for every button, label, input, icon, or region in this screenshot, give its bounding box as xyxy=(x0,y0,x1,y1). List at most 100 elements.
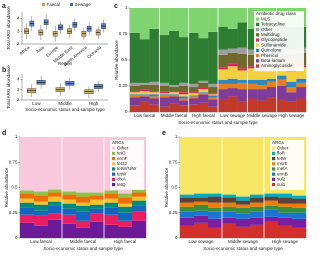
legend-swatch xyxy=(42,3,45,6)
bar-segment xyxy=(247,49,258,55)
bar-segment xyxy=(149,84,160,92)
legend-label: tetW/N/W xyxy=(117,166,137,171)
bar-segment xyxy=(292,212,307,219)
bar-segment xyxy=(250,202,265,207)
bar-segment xyxy=(34,215,49,226)
bar-segment xyxy=(292,227,307,238)
bar-segment xyxy=(62,194,77,200)
bar-segment xyxy=(198,87,209,90)
legend-swatch xyxy=(272,162,276,166)
bar-segment xyxy=(118,226,133,238)
bar-segment xyxy=(20,207,35,215)
legend-swatch xyxy=(112,183,116,187)
bar-segment xyxy=(198,92,209,94)
bar-segment xyxy=(149,91,160,93)
legend-swatch xyxy=(272,146,276,150)
bar-segment xyxy=(62,199,77,204)
bar-segment xyxy=(247,68,258,80)
legend-swatch xyxy=(112,162,116,166)
bar-segment xyxy=(266,81,277,88)
y-tick-label: 0.25 xyxy=(9,210,18,215)
bar-segment xyxy=(208,31,219,84)
bar-segment xyxy=(257,69,268,80)
y-axis-title: Relative abundance xyxy=(114,40,119,80)
bar-segment xyxy=(278,203,293,207)
bar-segment xyxy=(169,96,180,104)
legend-swatch xyxy=(272,177,276,181)
bar-segment xyxy=(237,89,248,102)
bar-segment xyxy=(222,137,237,195)
bar-segment xyxy=(264,209,279,217)
panel-label: d xyxy=(2,130,6,137)
y-tick-label: 0 xyxy=(15,235,18,240)
legend-swatch xyxy=(256,17,260,21)
bar-segment xyxy=(236,196,251,201)
bar-segment xyxy=(247,83,258,90)
bar-segment xyxy=(198,89,209,93)
bar-segment xyxy=(90,204,105,209)
bar-segment xyxy=(218,89,228,100)
bar-segment xyxy=(139,96,150,102)
x-tick-label: Africa xyxy=(19,45,31,57)
bar-segment xyxy=(218,8,228,27)
bar-segment xyxy=(159,8,170,36)
bar-segment xyxy=(169,8,180,31)
x-tick-label: Oceania xyxy=(86,45,102,60)
bar-segment xyxy=(188,92,199,94)
x-tick-label: Low xyxy=(32,101,41,106)
bar-segment xyxy=(180,202,195,207)
bar-segment xyxy=(264,221,279,238)
group-label: Middle sewage xyxy=(228,239,259,244)
legend-label: Multidrug xyxy=(261,32,280,37)
bar-segment xyxy=(250,137,265,195)
y-tick-label: 1 xyxy=(175,134,178,139)
y-tick-label: 0.25 xyxy=(169,210,178,215)
legend-label: Faecal xyxy=(47,2,61,7)
legend-label: sul1 xyxy=(277,182,286,187)
bar-segment xyxy=(208,93,219,95)
bar-segment xyxy=(34,191,49,196)
bar-segment xyxy=(104,198,119,203)
bar-segment xyxy=(208,83,219,88)
bar-segment xyxy=(237,53,248,69)
bar-segment xyxy=(90,137,105,193)
bar-segment xyxy=(20,202,35,208)
bar-segment xyxy=(286,87,297,93)
bar-segment xyxy=(62,208,77,215)
bar-segment xyxy=(188,32,199,84)
bar-segment xyxy=(198,94,209,103)
bar-segment xyxy=(169,94,180,96)
panel-label: a xyxy=(2,3,6,10)
bar-segment xyxy=(132,189,147,193)
legend-swatch xyxy=(256,54,260,58)
bar-segment xyxy=(236,218,251,227)
bar-segment xyxy=(130,94,140,96)
legend-label: cfxA xyxy=(117,177,126,182)
bar-segment xyxy=(227,83,238,89)
legend-swatch xyxy=(272,172,276,176)
legend-label: Sewage xyxy=(75,2,92,7)
bar-segment xyxy=(247,98,258,112)
legend-label: floR xyxy=(277,151,286,156)
x-tick-label: High xyxy=(89,101,99,106)
bar-segment xyxy=(188,8,199,33)
bar-segment xyxy=(218,79,228,84)
bar-segment xyxy=(208,8,219,32)
bar-segment xyxy=(159,35,170,83)
bar-segment xyxy=(227,88,238,97)
bar-segment xyxy=(208,227,223,238)
bar-segment xyxy=(296,67,307,79)
bar-segment xyxy=(132,205,147,212)
bar-segment xyxy=(208,106,219,112)
bar-segment xyxy=(278,193,293,198)
bar-segment xyxy=(159,106,170,112)
bar-segment xyxy=(264,216,279,222)
legend-title: ARGs xyxy=(112,140,125,145)
bar-segment xyxy=(76,192,91,197)
bar-segment xyxy=(34,210,49,216)
bar-segment xyxy=(180,225,195,238)
bar-segment xyxy=(208,193,223,197)
bar-segment xyxy=(130,97,140,106)
bar-segment xyxy=(247,89,258,99)
legend-label: ermF xyxy=(117,156,128,161)
